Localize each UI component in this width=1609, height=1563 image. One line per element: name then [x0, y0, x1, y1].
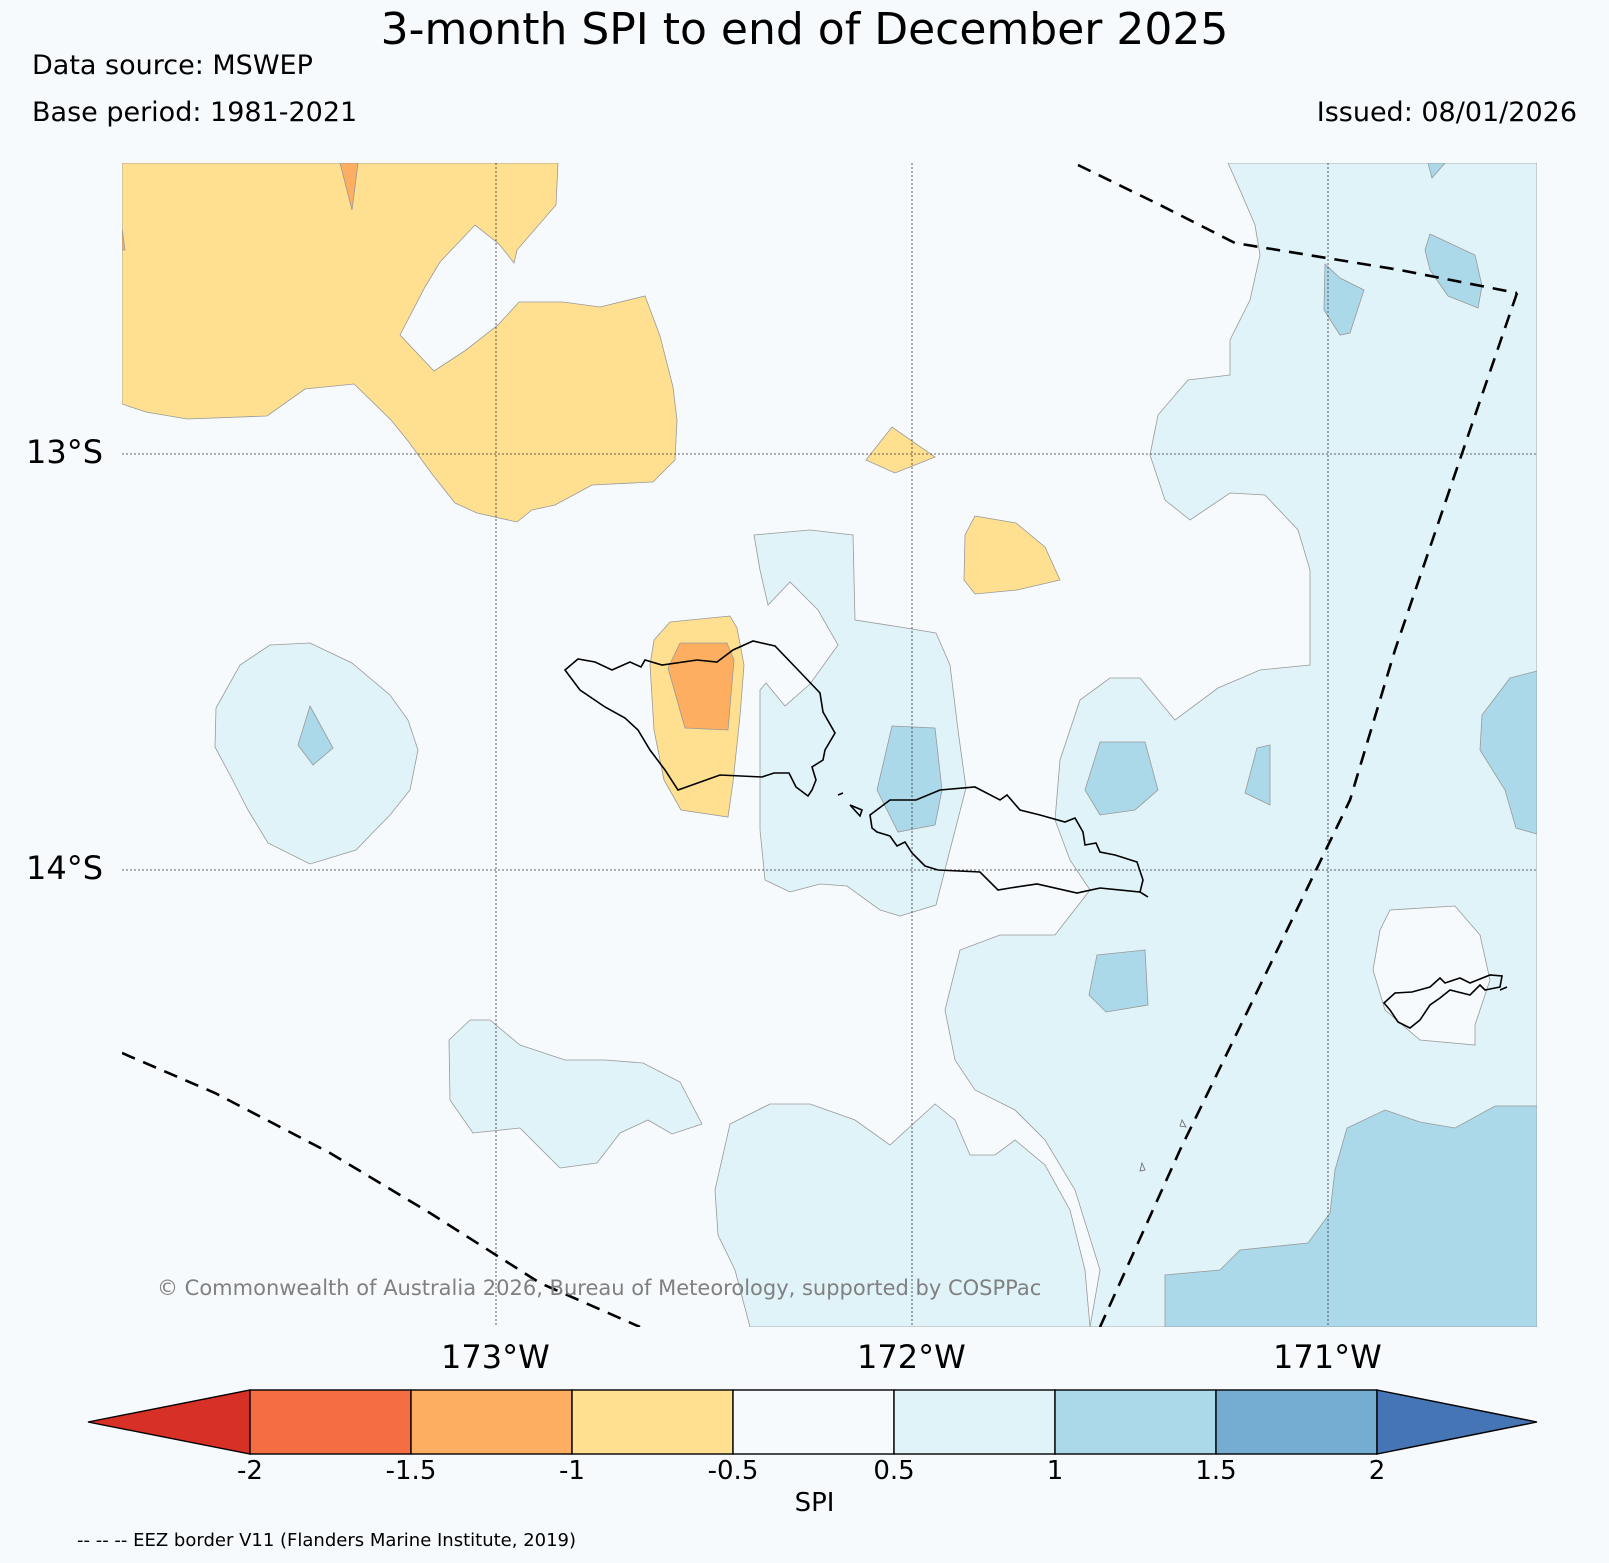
colorbar-extend-low — [87, 1389, 251, 1455]
eez-legend-note: -- -- -- EEZ border V11 (Flanders Marine… — [77, 1530, 577, 1551]
islet-2 — [1139, 1161, 1146, 1172]
lon-label-172w: 172°W — [857, 1338, 966, 1376]
wet-moderate-southeast — [1164, 1105, 1537, 1327]
colorbar-tick: 1.5 — [1195, 1456, 1237, 1486]
colorbar-bin-7 — [1215, 1389, 1378, 1455]
base-period-label: Base period: 1981-2021 — [32, 97, 358, 128]
wet-region-south — [714, 1103, 1091, 1327]
dry-patch-small — [865, 426, 936, 474]
colorbar-bin-4 — [732, 1389, 895, 1455]
lon-label-171w: 171°W — [1273, 1338, 1382, 1376]
graticule — [122, 163, 1537, 1327]
colorbar-tick: -2 — [237, 1456, 263, 1486]
coastline-savaii — [563, 640, 836, 798]
colorbar-tick: -1 — [559, 1456, 585, 1486]
wet-moderate-center-2 — [1244, 744, 1271, 806]
data-source-label: Data source: MSWEP — [32, 50, 313, 81]
wet-moderate-east-edge — [1479, 670, 1537, 835]
wet-moderate-ne-2 — [1323, 263, 1365, 336]
issued-date-label: Issued: 08/01/2026 — [1316, 97, 1577, 128]
colorbar-tick: -0.5 — [707, 1456, 759, 1486]
copyright-notice: © Commonwealth of Australia 2026, Bureau… — [157, 1276, 1042, 1300]
coastline-upolu — [837, 786, 1149, 898]
wet-moderate-upolu — [876, 725, 943, 833]
wet-region-southwest — [448, 1019, 703, 1169]
dry-patch-east — [963, 515, 1061, 595]
coastline-tutuila — [1382, 974, 1508, 1029]
map-title: 3-month SPI to end of December 2025 — [380, 4, 1229, 55]
wet-moderate-west — [297, 704, 334, 766]
islet-1 — [1179, 1119, 1187, 1128]
eez-border — [122, 163, 1519, 1327]
colorbar-extend-high — [1376, 1389, 1538, 1455]
colorbar-bin-6 — [1054, 1389, 1217, 1455]
colorbar-bin-1 — [249, 1389, 412, 1455]
wet-moderate-ne-3 — [1427, 163, 1446, 179]
colorbar-tick: 2 — [1368, 1456, 1386, 1486]
near-normal-tutuila — [1372, 905, 1491, 1046]
wet-moderate-south-1 — [1088, 949, 1149, 1013]
lat-label-14s: 14°S — [26, 849, 104, 887]
colorbar — [87, 1389, 1538, 1455]
colorbar-bin-3 — [571, 1389, 734, 1455]
dry-region-northwest — [122, 163, 678, 523]
drier-core-savaii — [667, 642, 735, 731]
colorbar-tick: 0.5 — [873, 1456, 915, 1486]
wet-moderate-center-1 — [1084, 741, 1159, 816]
colorbar-bin-2 — [410, 1389, 573, 1455]
wet-moderate-ne-1 — [1424, 233, 1483, 309]
colorbar-tick: 1 — [1046, 1456, 1064, 1486]
dry-spot-top — [339, 163, 359, 211]
colorbar-bin-5 — [893, 1389, 1056, 1455]
colorbar-tick: -1.5 — [385, 1456, 437, 1486]
wet-region-east — [944, 163, 1537, 1327]
colorbar-label: SPI — [794, 1488, 835, 1518]
lon-label-173w: 173°W — [441, 1338, 550, 1376]
lat-label-13s: 13°S — [26, 433, 104, 471]
dry-spot-edge — [122, 227, 126, 251]
